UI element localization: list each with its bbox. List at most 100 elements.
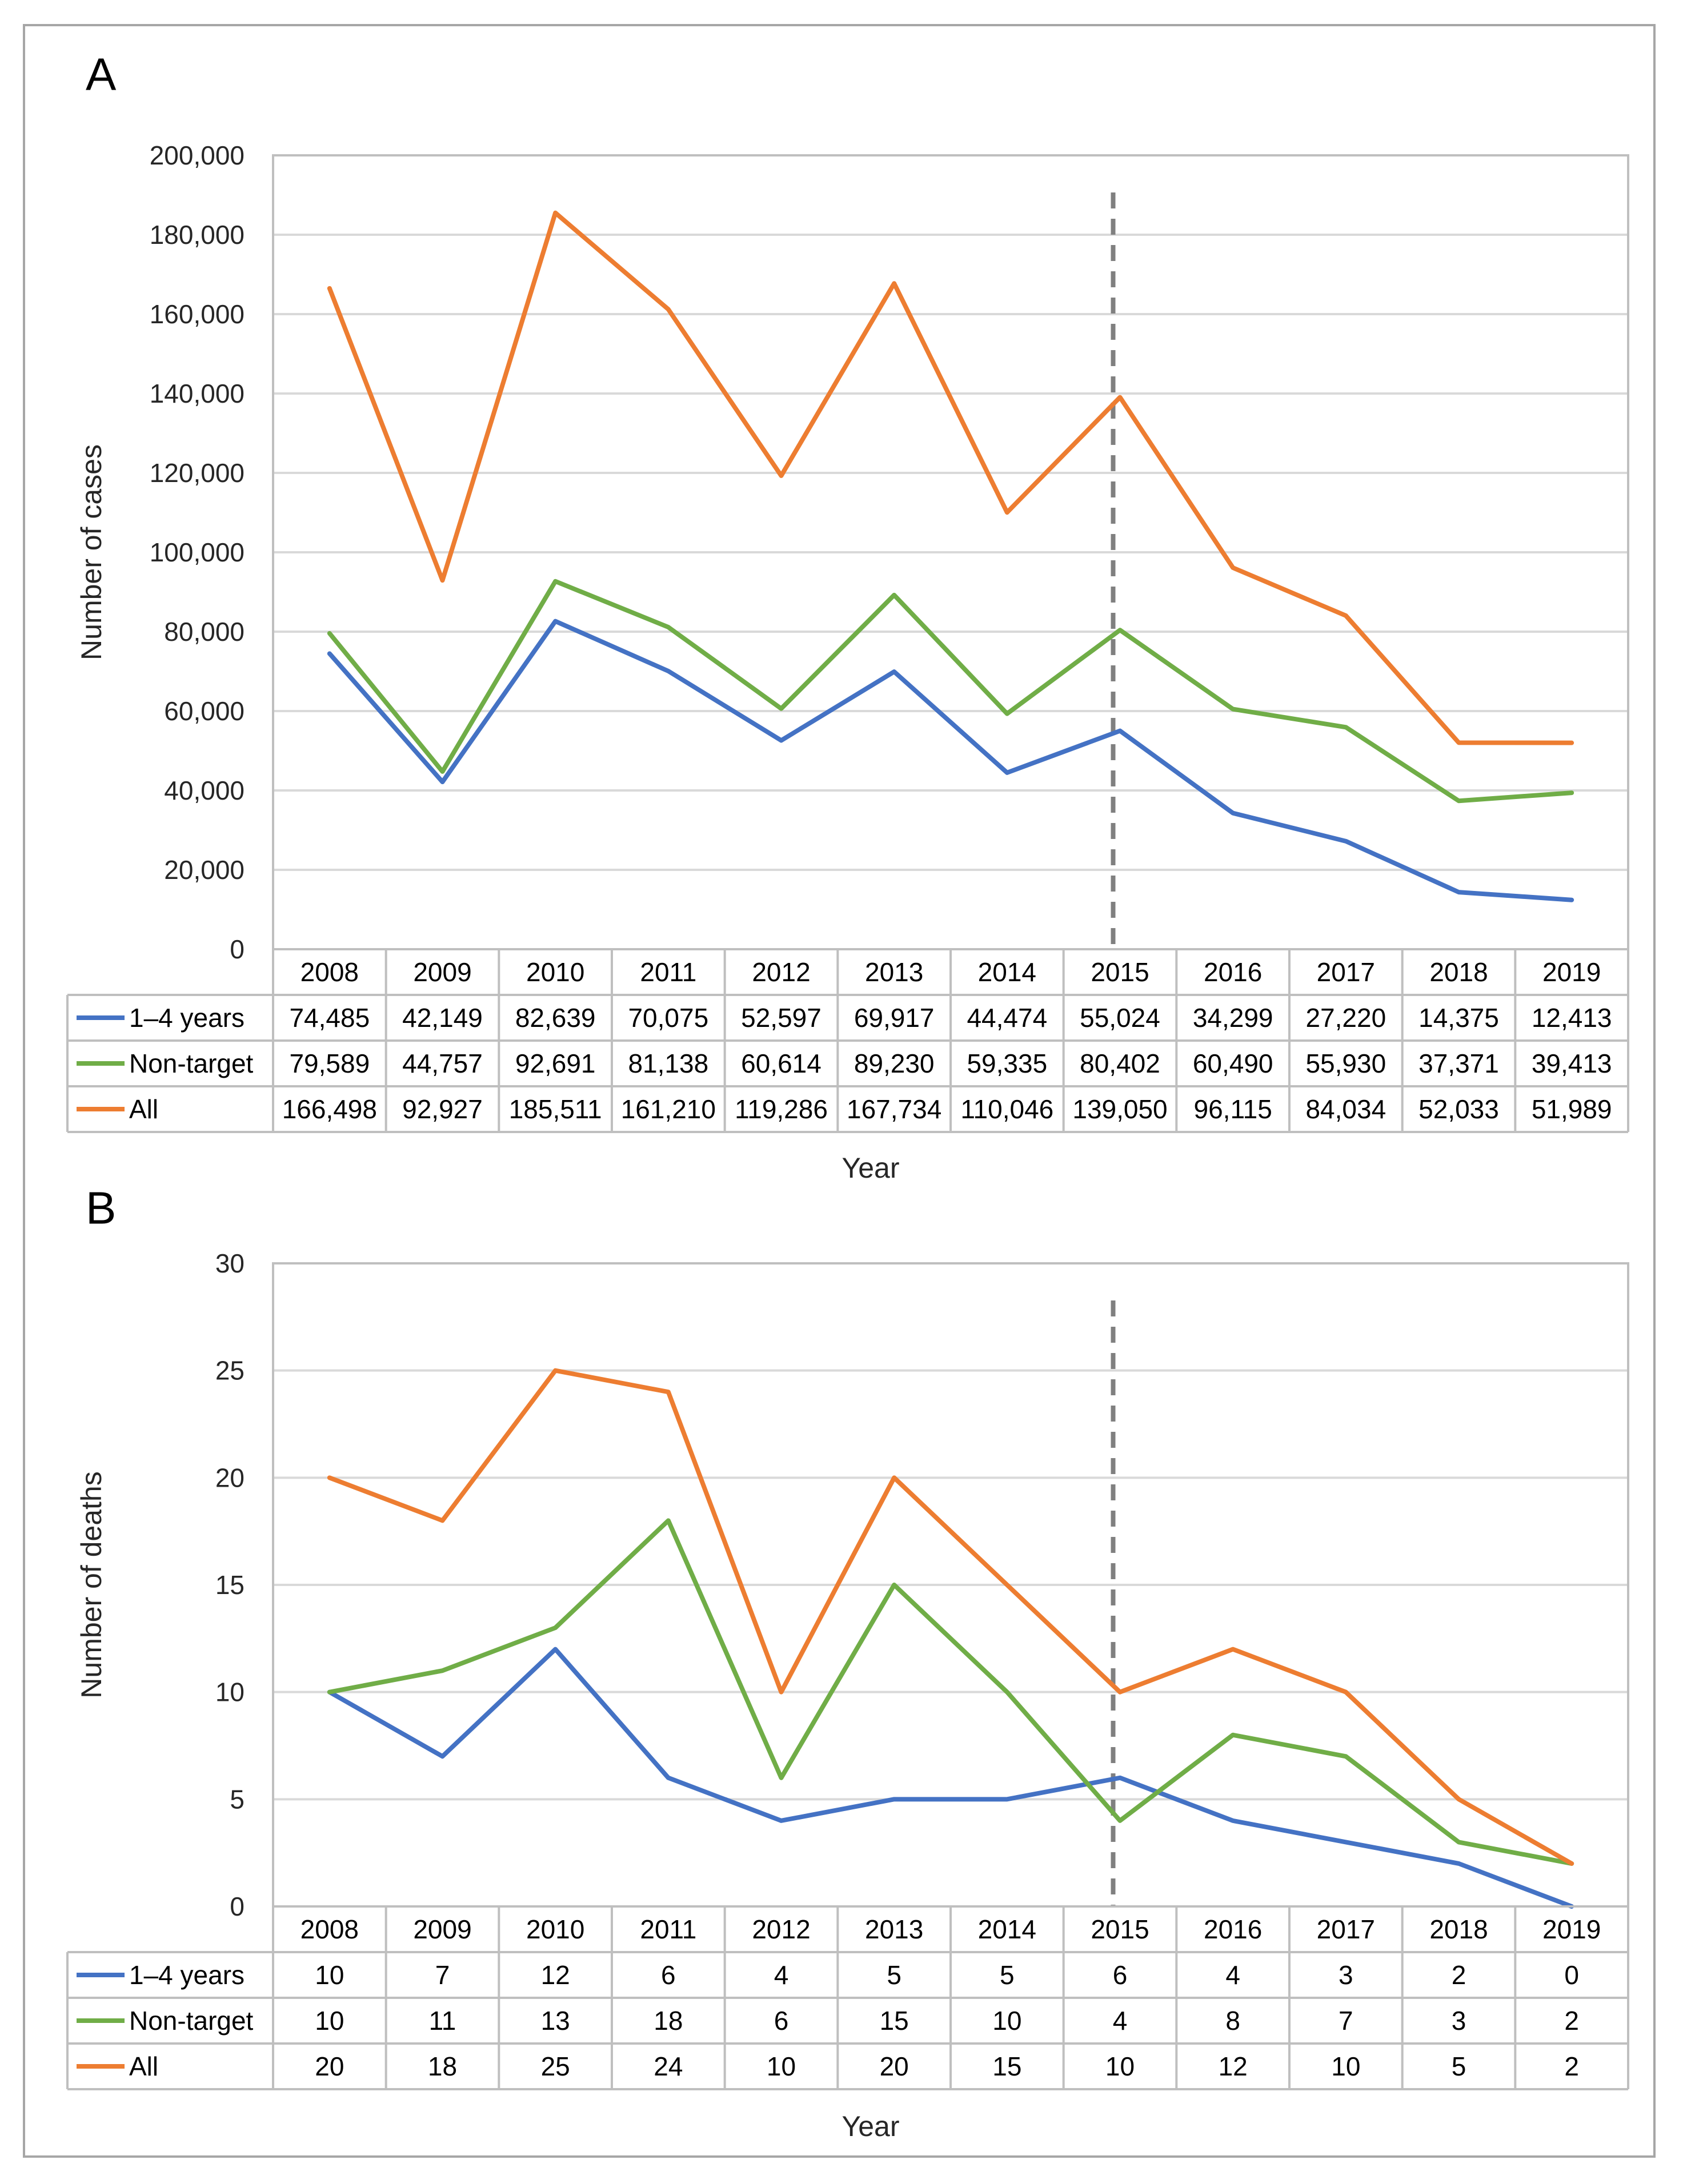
data-cell: 44,757 — [402, 1049, 483, 1078]
data-cell: 119,286 — [735, 1094, 828, 1124]
data-cell: 7 — [1339, 2006, 1353, 2036]
panel-label-b: B — [86, 1183, 116, 1234]
x-tick-label: 2014 — [978, 1914, 1036, 1944]
x-tick-label: 2019 — [1542, 957, 1601, 987]
x-tick-label: 2008 — [300, 1914, 359, 1944]
data-cell: 20 — [315, 2051, 344, 2081]
data-cell: 13 — [541, 2006, 570, 2036]
data-cell: 25 — [541, 2051, 570, 2081]
data-cell: 92,691 — [515, 1049, 596, 1078]
series-line-all — [327, 1368, 1574, 1866]
y-axis-title: Number of cases — [75, 444, 107, 660]
data-cell: 12,413 — [1532, 1003, 1612, 1033]
data-cell: 82,639 — [515, 1003, 596, 1033]
data-cell: 51,989 — [1532, 1094, 1612, 1124]
data-cell: 55,930 — [1305, 1049, 1386, 1078]
y-tick-label: 20,000 — [164, 855, 245, 885]
data-cell: 27,220 — [1305, 1003, 1386, 1033]
y-tick-label: 20 — [215, 1463, 245, 1492]
x-tick-label: 2017 — [1317, 1914, 1375, 1944]
data-cell: 18 — [654, 2006, 683, 2036]
y-tick-label: 15 — [215, 1570, 245, 1600]
data-cell: 89,230 — [854, 1049, 935, 1078]
data-cell: 185,511 — [509, 1094, 602, 1124]
x-tick-label: 2018 — [1429, 1914, 1488, 1944]
data-cell: 3 — [1339, 1960, 1353, 1990]
y-tick-label: 30 — [215, 1248, 245, 1278]
y-tick-label: 10 — [215, 1677, 245, 1707]
data-cell: 10 — [1105, 2051, 1135, 2081]
x-tick-label: 2008 — [300, 957, 359, 987]
data-cell: 12 — [1219, 2051, 1248, 2081]
y-tick-label: 160,000 — [150, 299, 245, 329]
data-cell: 166,498 — [282, 1094, 377, 1124]
data-cell: 34,299 — [1193, 1003, 1273, 1033]
data-cell: 10 — [315, 1960, 344, 1990]
figure-frame — [23, 24, 1656, 2158]
x-tick-label: 2013 — [865, 1914, 923, 1944]
data-cell: 96,115 — [1194, 1094, 1272, 1124]
data-cell: 6 — [1113, 1960, 1128, 1990]
x-tick-label: 2014 — [978, 957, 1036, 987]
data-cell: 8 — [1225, 2006, 1240, 2036]
data-cell: 167,734 — [847, 1094, 941, 1124]
series-line-all — [327, 210, 1574, 745]
data-cell: 4 — [1113, 2006, 1128, 2036]
y-tick-label: 60,000 — [164, 696, 245, 726]
data-cell: 59,335 — [967, 1049, 1047, 1078]
data-cell: 92,927 — [402, 1094, 483, 1124]
data-cell: 10 — [315, 2006, 344, 2036]
data-cell: 52,033 — [1418, 1094, 1499, 1124]
data-cell: 15 — [992, 2051, 1021, 2081]
x-axis-title: Year — [842, 2110, 899, 2142]
x-tick-label: 2018 — [1429, 957, 1488, 987]
x-tick-label: 2011 — [640, 957, 696, 987]
data-cell: 5 — [887, 1960, 901, 1990]
y-tick-label: 180,000 — [150, 220, 245, 250]
data-cell: 14,375 — [1418, 1003, 1499, 1033]
data-cell: 139,050 — [1072, 1094, 1167, 1124]
x-tick-label: 2017 — [1317, 957, 1375, 987]
y-tick-label: 40,000 — [164, 776, 245, 805]
data-cell: 80,402 — [1080, 1049, 1160, 1078]
data-cell: 60,490 — [1193, 1049, 1273, 1078]
data-cell: 7 — [435, 1960, 450, 1990]
data-cell: 2 — [1564, 2051, 1579, 2081]
y-axis-title: Number of deaths — [75, 1471, 107, 1698]
x-tick-label: 2009 — [413, 957, 471, 987]
x-tick-label: 2010 — [526, 957, 584, 987]
legend-label: 1–4 years — [129, 1003, 245, 1033]
data-cell: 5 — [1452, 2051, 1466, 2081]
data-cell: 4 — [774, 1960, 789, 1990]
data-cell: 12 — [541, 1960, 570, 1990]
x-tick-label: 2016 — [1204, 957, 1262, 987]
legend-label: 1–4 years — [129, 1960, 245, 1990]
data-cell: 60,614 — [741, 1049, 822, 1078]
y-tick-label: 0 — [230, 1892, 245, 1921]
data-cell: 79,589 — [289, 1049, 370, 1078]
data-cell: 39,413 — [1532, 1049, 1612, 1078]
data-cell: 5 — [1000, 1960, 1015, 1990]
x-tick-label: 2010 — [526, 1914, 584, 1944]
legend-label: All — [129, 1094, 158, 1124]
data-cell: 10 — [767, 2051, 796, 2081]
data-cell: 18 — [428, 2051, 457, 2081]
data-cell: 110,046 — [960, 1094, 1053, 1124]
x-tick-label: 2009 — [413, 1914, 471, 1944]
data-cell: 84,034 — [1305, 1094, 1386, 1124]
data-cell: 3 — [1452, 2006, 1466, 2036]
series-line-non-target — [327, 579, 1574, 804]
y-tick-label: 100,000 — [150, 537, 245, 567]
x-tick-label: 2016 — [1204, 1914, 1262, 1944]
x-tick-label: 2012 — [752, 957, 810, 987]
y-tick-label: 0 — [230, 934, 245, 964]
data-cell: 81,138 — [628, 1049, 708, 1078]
data-cell: 24 — [654, 2051, 683, 2081]
y-tick-label: 200,000 — [150, 140, 245, 170]
series-line-one-to-four — [327, 1647, 1574, 1909]
y-tick-label: 80,000 — [164, 617, 245, 647]
data-cell: 0 — [1564, 1960, 1579, 1990]
legend-label: Non-target — [129, 1049, 254, 1078]
data-cell: 10 — [992, 2006, 1021, 2036]
x-axis-title: Year — [842, 1152, 899, 1184]
